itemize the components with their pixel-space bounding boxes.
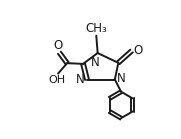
Text: N: N [91, 56, 100, 69]
Text: O: O [133, 44, 142, 57]
Text: CH₃: CH₃ [86, 22, 108, 35]
Text: N: N [76, 73, 85, 86]
Text: O: O [53, 39, 63, 52]
Text: N: N [117, 72, 126, 85]
Text: OH: OH [48, 75, 65, 85]
